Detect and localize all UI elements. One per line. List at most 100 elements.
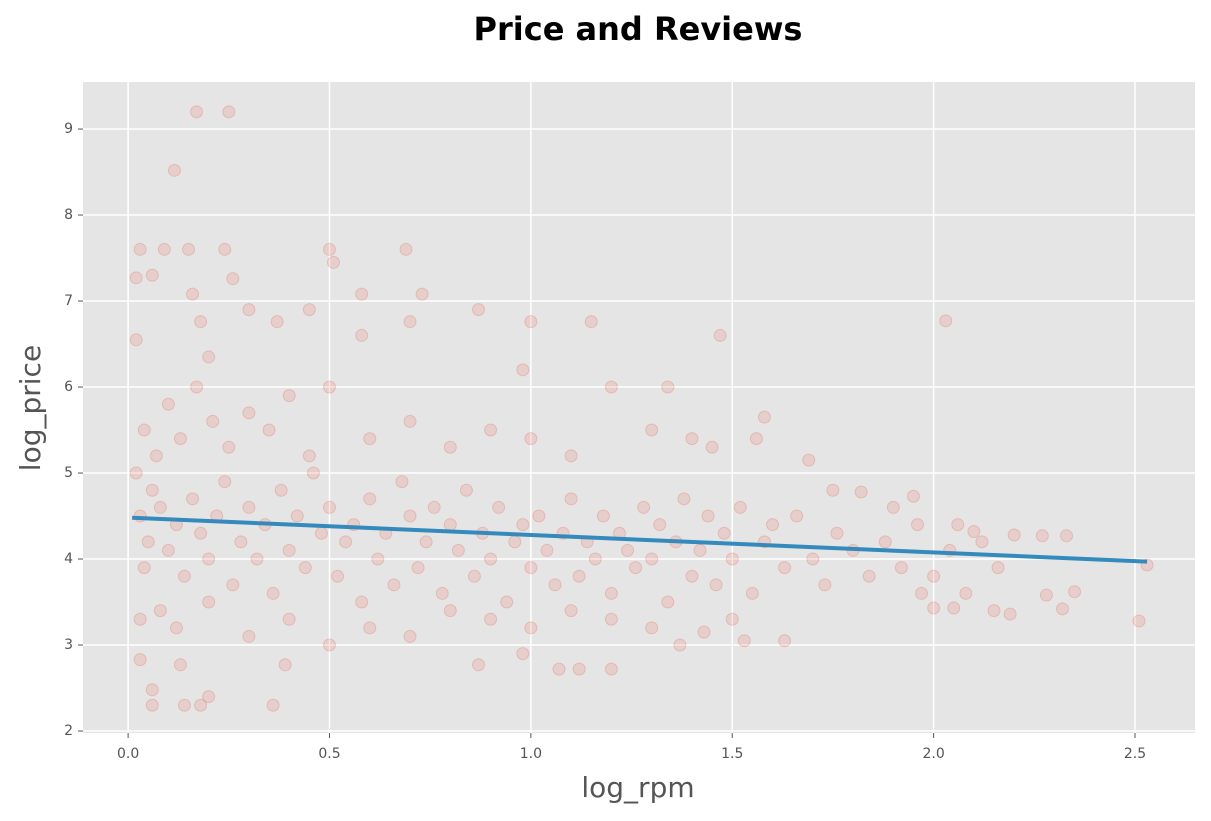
point <box>524 621 538 635</box>
point <box>1132 614 1146 628</box>
point <box>403 315 417 329</box>
point <box>194 315 208 329</box>
point <box>290 509 304 523</box>
point <box>1060 529 1074 543</box>
point <box>363 432 377 446</box>
point <box>532 509 546 523</box>
point <box>167 163 181 177</box>
point <box>516 647 530 661</box>
point <box>564 604 578 618</box>
point <box>524 432 538 446</box>
point <box>826 483 840 497</box>
point <box>653 518 667 532</box>
point <box>717 526 731 540</box>
point <box>161 397 175 411</box>
point <box>403 509 417 523</box>
point <box>306 466 320 480</box>
point <box>145 268 159 282</box>
point <box>806 552 820 566</box>
point <box>242 303 256 317</box>
point <box>697 625 711 639</box>
point <box>516 518 530 532</box>
point <box>322 500 336 514</box>
point <box>419 535 433 549</box>
point <box>322 242 336 256</box>
point <box>818 578 832 592</box>
point <box>604 662 618 676</box>
point <box>129 271 143 285</box>
point <box>133 612 147 626</box>
point <box>939 314 953 328</box>
point <box>226 578 240 592</box>
point <box>355 595 369 609</box>
point <box>190 105 204 119</box>
point <box>645 552 659 566</box>
point <box>524 561 538 575</box>
point <box>737 634 751 648</box>
point <box>564 492 578 506</box>
point <box>270 315 284 329</box>
point <box>161 543 175 557</box>
point <box>371 552 385 566</box>
point <box>173 432 187 446</box>
point <box>363 621 377 635</box>
point <box>274 483 288 497</box>
point <box>137 561 151 575</box>
point <box>661 380 675 394</box>
point <box>685 569 699 583</box>
y-tick-label: 2 <box>64 723 73 739</box>
point <box>266 698 280 712</box>
chart-title: Price and Reviews <box>474 10 803 48</box>
point <box>645 423 659 437</box>
point <box>137 423 151 437</box>
point <box>403 629 417 643</box>
point <box>278 658 292 672</box>
point <box>459 483 473 497</box>
x-tick-label: 2.0 <box>922 746 944 762</box>
point <box>282 612 296 626</box>
point <box>637 500 651 514</box>
point <box>327 255 341 269</box>
point <box>266 586 280 600</box>
point <box>947 601 961 615</box>
point <box>645 621 659 635</box>
point <box>157 242 171 256</box>
point <box>484 552 498 566</box>
point <box>415 287 429 301</box>
point <box>186 492 200 506</box>
point <box>206 414 220 428</box>
y-tick-label: 6 <box>64 379 73 395</box>
point <box>484 612 498 626</box>
point <box>572 662 586 676</box>
x-tick-label: 1.0 <box>520 746 542 762</box>
point <box>766 518 780 532</box>
point <box>182 242 196 256</box>
point <box>222 440 236 454</box>
point <box>492 500 506 514</box>
point <box>621 543 635 557</box>
point <box>790 509 804 523</box>
plot-area <box>83 82 1195 733</box>
point <box>302 303 316 317</box>
point <box>149 449 163 463</box>
point <box>673 638 687 652</box>
point <box>194 698 208 712</box>
point <box>548 578 562 592</box>
x-tick-label: 2.5 <box>1124 746 1146 762</box>
point <box>435 586 449 600</box>
point <box>234 535 248 549</box>
point <box>802 453 816 467</box>
point <box>472 303 486 317</box>
point <box>411 561 425 575</box>
point <box>1003 607 1017 621</box>
x-tick-label: 0.5 <box>318 746 340 762</box>
point <box>709 578 723 592</box>
point <box>250 552 264 566</box>
point <box>145 683 159 697</box>
point <box>1068 585 1082 599</box>
point <box>749 432 763 446</box>
point <box>508 535 522 549</box>
point <box>862 569 876 583</box>
point <box>322 638 336 652</box>
point <box>467 569 481 583</box>
